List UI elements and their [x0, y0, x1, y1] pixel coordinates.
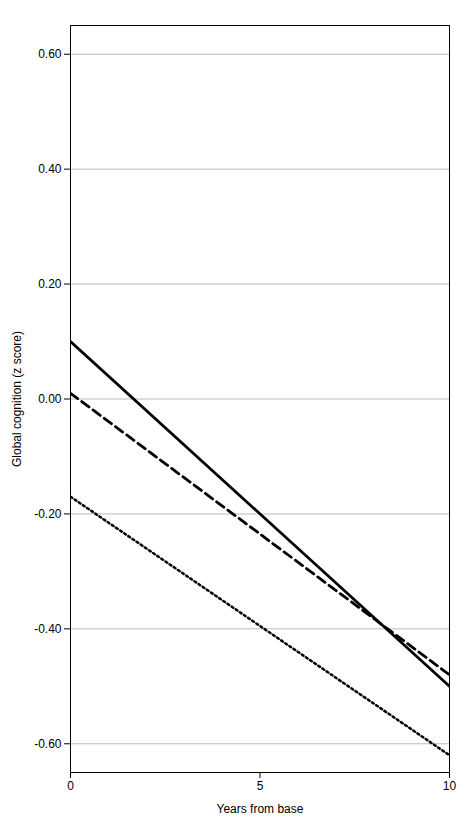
- svg-text:0.60: 0.60: [38, 47, 62, 61]
- svg-text:5: 5: [257, 779, 264, 793]
- svg-text:0.00: 0.00: [38, 392, 62, 406]
- svg-text:Years from base: Years from base: [217, 802, 304, 816]
- svg-text:0.20: 0.20: [38, 277, 62, 291]
- svg-text:0.40: 0.40: [38, 162, 62, 176]
- svg-text:10: 10: [443, 779, 457, 793]
- svg-text:-0.40: -0.40: [34, 622, 62, 636]
- svg-text:Global cognition (z score): Global cognition (z score): [10, 331, 24, 467]
- svg-text:0: 0: [67, 779, 74, 793]
- svg-text:-0.20: -0.20: [34, 507, 62, 521]
- svg-text:-0.60: -0.60: [34, 737, 62, 751]
